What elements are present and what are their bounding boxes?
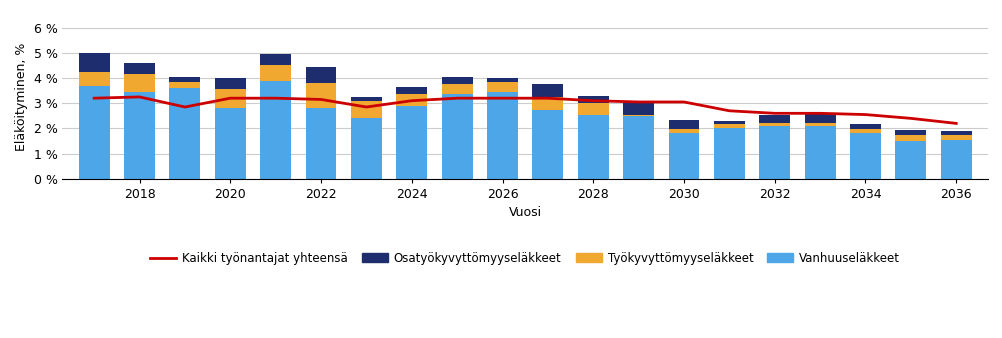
Bar	[441, 84, 472, 94]
Bar	[79, 53, 109, 72]
Bar	[622, 102, 653, 115]
Bar	[850, 134, 880, 179]
Legend: Kaikki työnantajat yhteensä, Osatyökyvyttömyyseläkkeet, Työkyvyttömyyseläkkeet, : Kaikki työnantajat yhteensä, Osatyökyvyt…	[145, 247, 904, 269]
Bar	[577, 103, 608, 115]
Y-axis label: Eläköityminen, %: Eläköityminen, %	[15, 43, 28, 151]
Bar	[532, 110, 563, 179]
Bar	[713, 124, 744, 128]
Bar	[260, 66, 291, 80]
Bar	[260, 80, 291, 179]
Bar	[804, 114, 835, 123]
Bar	[532, 84, 563, 97]
Bar	[713, 121, 744, 124]
Bar	[850, 129, 880, 134]
Bar	[169, 82, 200, 88]
Bar	[487, 82, 517, 92]
Bar	[124, 74, 155, 92]
Bar	[214, 78, 245, 89]
Bar	[396, 87, 427, 94]
Bar	[895, 136, 926, 141]
Bar	[306, 67, 336, 83]
Bar	[124, 63, 155, 74]
Bar	[668, 120, 698, 129]
Bar	[79, 86, 109, 179]
Bar	[214, 108, 245, 179]
Bar	[124, 92, 155, 179]
Bar	[351, 101, 382, 118]
Bar	[940, 140, 971, 179]
Bar	[622, 115, 653, 116]
X-axis label: Vuosi: Vuosi	[508, 207, 541, 219]
Bar	[713, 128, 744, 179]
Bar	[79, 72, 109, 86]
Bar	[487, 78, 517, 82]
Bar	[895, 141, 926, 179]
Bar	[351, 97, 382, 101]
Bar	[940, 131, 971, 135]
Bar	[577, 96, 608, 103]
Bar	[306, 83, 336, 108]
Bar	[351, 118, 382, 179]
Bar	[260, 54, 291, 66]
Bar	[759, 126, 790, 179]
Bar	[169, 77, 200, 82]
Bar	[214, 89, 245, 108]
Bar	[441, 94, 472, 179]
Bar	[895, 130, 926, 136]
Bar	[396, 106, 427, 179]
Bar	[668, 134, 698, 179]
Bar	[804, 126, 835, 179]
Bar	[759, 115, 790, 123]
Bar	[169, 88, 200, 179]
Bar	[487, 92, 517, 179]
Bar	[577, 115, 608, 179]
Bar	[940, 135, 971, 140]
Bar	[759, 123, 790, 126]
Bar	[306, 108, 336, 179]
Bar	[396, 94, 427, 106]
Bar	[622, 116, 653, 179]
Bar	[532, 97, 563, 110]
Bar	[441, 77, 472, 84]
Bar	[804, 123, 835, 126]
Bar	[668, 129, 698, 134]
Bar	[850, 124, 880, 129]
